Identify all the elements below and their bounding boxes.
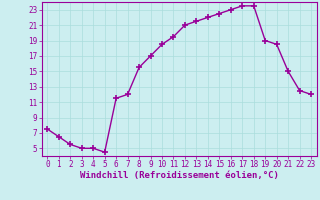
X-axis label: Windchill (Refroidissement éolien,°C): Windchill (Refroidissement éolien,°C) xyxy=(80,171,279,180)
